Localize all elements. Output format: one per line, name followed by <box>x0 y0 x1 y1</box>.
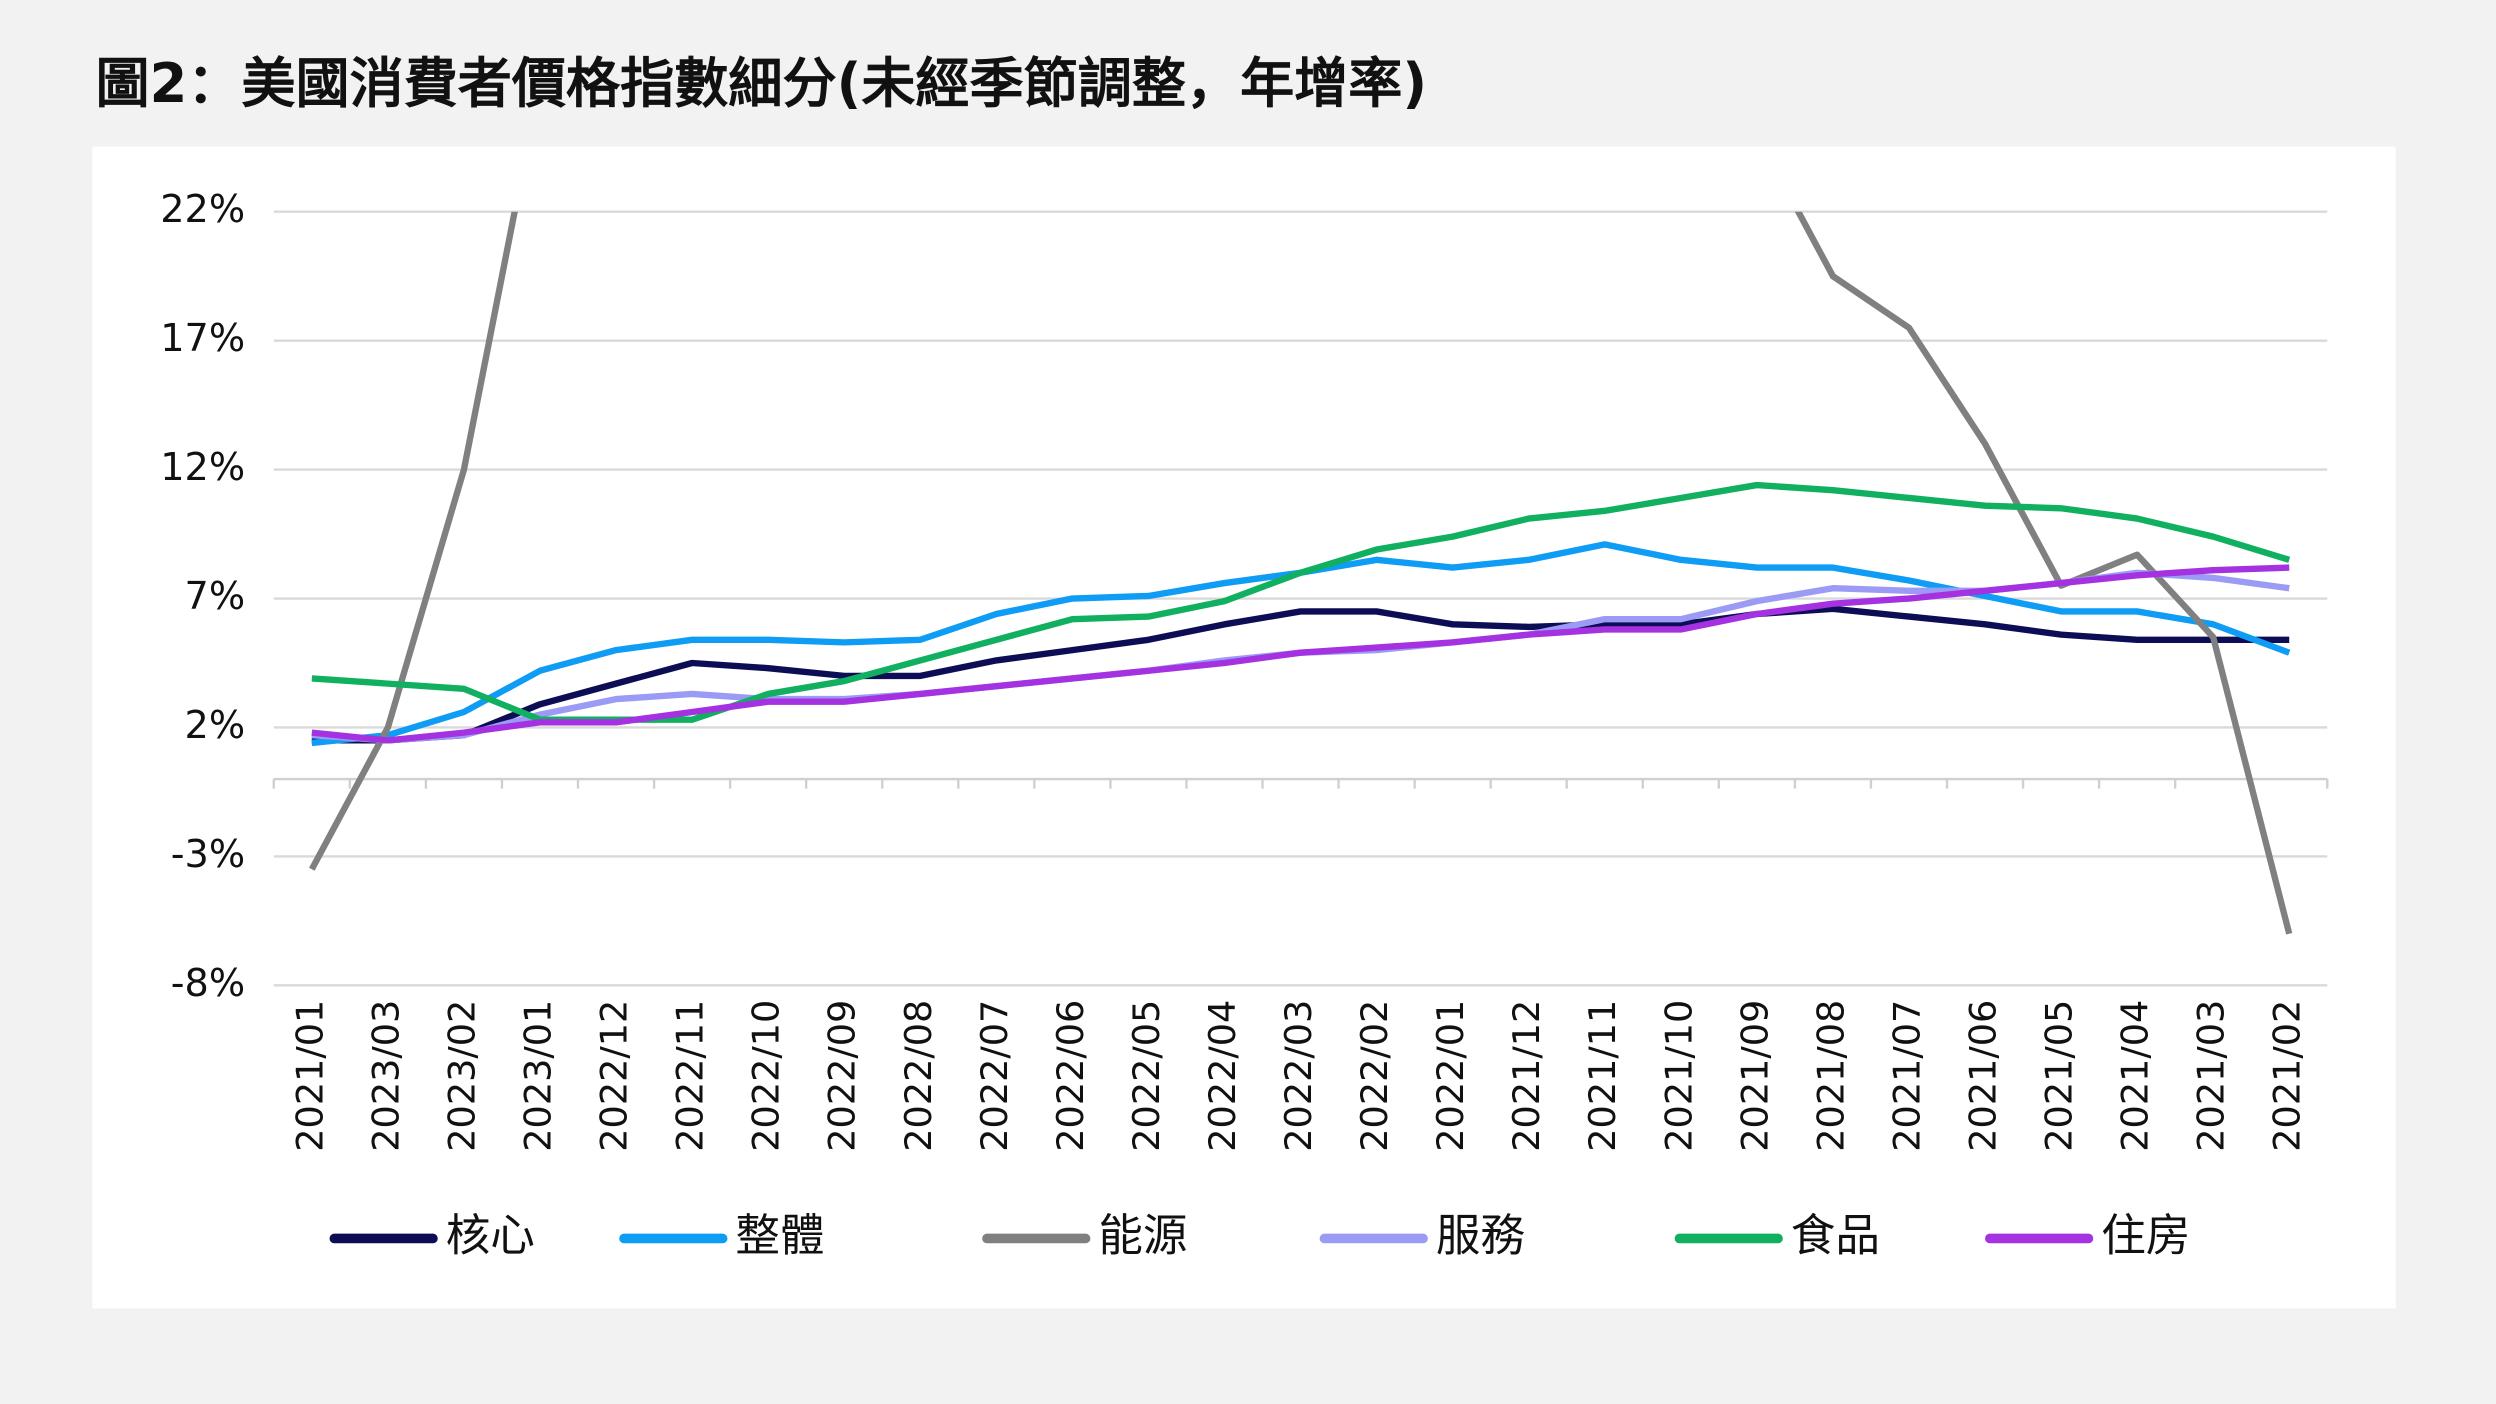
y-tick-label: 7% <box>185 575 246 619</box>
x-tick-label: 2021/04 <box>2114 1000 2157 1152</box>
chart-title: 圖2：美國消費者價格指數細分(未經季節調整，年增率) <box>96 52 1428 115</box>
x-tick-label: 2021/07 <box>1885 1000 1928 1152</box>
series-line <box>311 564 2290 744</box>
series-line <box>309 211 2293 935</box>
x-tick-label: 2023/01 <box>516 1000 559 1152</box>
x-tick-label: 2021/12 <box>1505 1000 1548 1152</box>
x-tick-label: 2023/03 <box>364 1000 407 1152</box>
legend-label: 食品 <box>1791 1209 1880 1261</box>
x-tick-label: 2022/05 <box>1125 1000 1168 1152</box>
y-tick-label: -3% <box>171 833 245 877</box>
x-tick-label: 2021/08 <box>1809 1000 1852 1152</box>
x-tick-label: 2023/02 <box>440 1000 483 1152</box>
x-tick-label: 2021/05 <box>2038 1000 2081 1152</box>
x-tick-label: 2021/03 <box>2190 1000 2233 1152</box>
x-tick-label: 2022/09 <box>821 1000 864 1152</box>
x-tick-label: 2021/09 <box>1733 1000 1776 1152</box>
x-tick-label: 2022/03 <box>1277 1000 1320 1152</box>
x-tick-label: 2022/06 <box>1049 1000 1092 1152</box>
x-tick-label: 2021/01 <box>288 1000 331 1152</box>
x-tick-label: 2022/08 <box>897 1000 940 1152</box>
y-tick-label: 2% <box>185 704 246 748</box>
legend-label: 整體 <box>735 1209 824 1261</box>
x-tick-label: 2021/10 <box>1657 1000 1700 1152</box>
x-tick-label: 2022/01 <box>1429 1000 1472 1152</box>
legend-label: 核心 <box>446 1209 535 1261</box>
series-line <box>311 605 2290 744</box>
x-tick-label: 2022/10 <box>745 1000 788 1152</box>
legend-label: 住房 <box>2101 1209 2190 1261</box>
y-tick-label: 17% <box>160 317 245 361</box>
legend-label: 能源 <box>1098 1209 1187 1261</box>
x-tick-label: 2022/12 <box>593 1000 636 1152</box>
x-tick-label: 2022/04 <box>1201 1000 1244 1152</box>
plot-area <box>309 211 2293 935</box>
x-tick-label: 2022/07 <box>973 1000 1016 1152</box>
x-tick-label: 2021/06 <box>1962 1000 2005 1152</box>
x-tick-label: 2022/11 <box>669 1000 712 1152</box>
x-tick-label: 2022/02 <box>1353 1000 1396 1152</box>
y-tick-label: -8% <box>171 962 245 1006</box>
x-tick-label: 2021/02 <box>2266 1000 2309 1152</box>
legend-label: 服務 <box>1436 1209 1525 1261</box>
y-tick-label: 22% <box>160 188 245 232</box>
x-tick-label: 2021/11 <box>1581 1000 1624 1152</box>
y-tick-label: 12% <box>160 446 245 490</box>
